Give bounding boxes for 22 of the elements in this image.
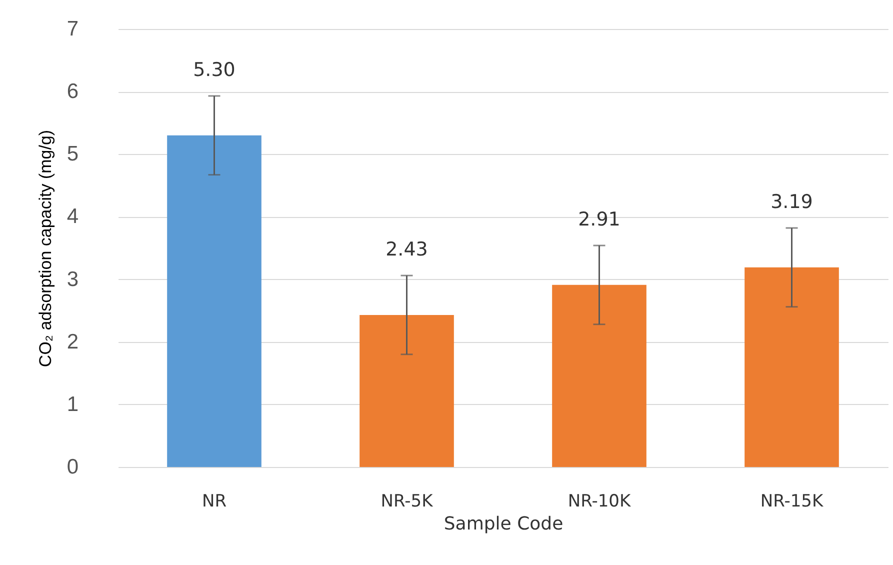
x-tick-label: NR-15K	[760, 492, 824, 512]
data-label: 2.91	[578, 208, 620, 230]
y-tick-label: 0	[66, 456, 78, 478]
data-label: 5.30	[193, 58, 236, 81]
y-axis-title: CO₂ adsorption capacity (mg/g)	[36, 130, 55, 368]
data-label: 3.19	[770, 190, 813, 213]
y-tick-label: 6	[66, 80, 78, 104]
y-tick-label: 4	[66, 205, 79, 228]
bar	[167, 135, 262, 467]
y-tick-label: 2	[66, 330, 78, 354]
data-label: 2.43	[386, 238, 428, 261]
x-tick-label: NR	[202, 492, 227, 512]
x-tick-label: NR-5K	[380, 492, 434, 512]
y-tick-label: 5	[66, 142, 78, 166]
x-axis-title: Sample Code	[444, 514, 564, 534]
y-tick-label: 7	[66, 18, 78, 40]
y-tick-label: 1	[66, 392, 78, 416]
x-tick-label: NR-10K	[568, 492, 632, 512]
y-tick-label: 3	[66, 268, 78, 291]
bar	[552, 284, 646, 467]
bar	[744, 267, 839, 467]
bar	[360, 314, 454, 467]
